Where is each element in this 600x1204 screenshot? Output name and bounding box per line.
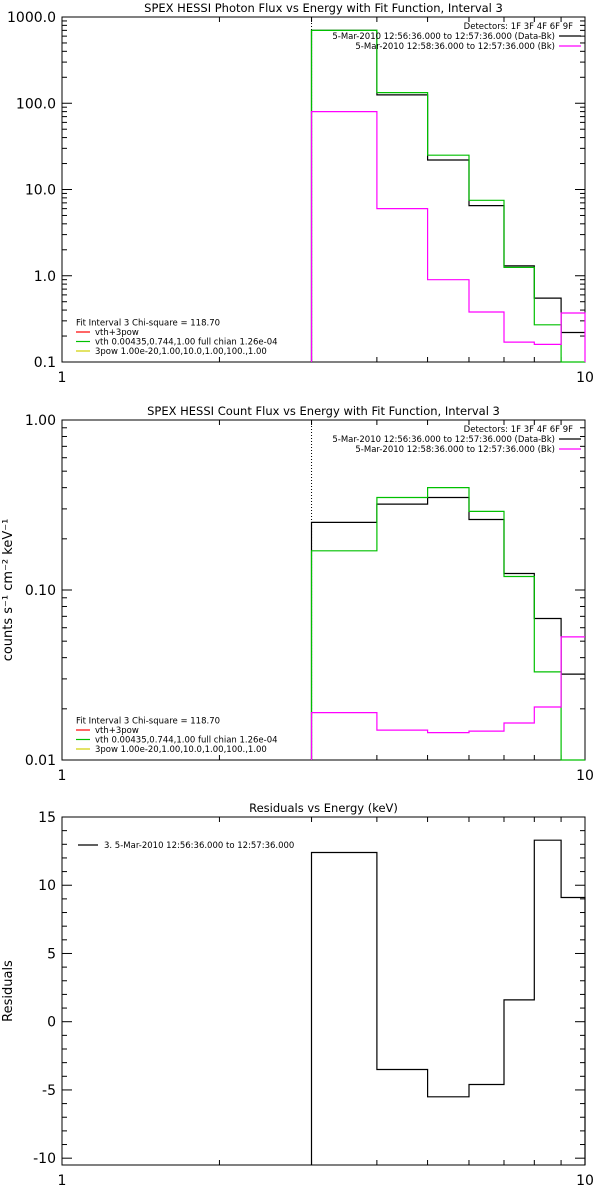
y-tick-label: 0 [47,1015,56,1031]
y-tick-label: 1000.0 [7,10,56,26]
x-tick-label: 10 [576,370,594,386]
fit-legend-title: Fit Interval 3 Chi-square = 118.70 [76,717,220,727]
y-tick-label: 0.01 [25,753,56,769]
fit-legend-entry-label: 3pow 1.00e-20,1.00,10.0,1.00,100.,1.00 [95,347,267,357]
y-tick-label: 100.0 [16,96,56,112]
series-line-2 [310,487,585,761]
fit-legend-title: Fit Interval 3 Chi-square = 118.70 [76,319,220,329]
legend-entry-label: 5-Mar-2010 12:58:36.000 to 12:57:36.000 … [355,445,555,455]
legend-entry-label: 5-Mar-2010 12:56:36.000 to 12:57:36.000 … [332,32,555,42]
chart-panel-1: SPEX HESSI Photon Flux vs Energy with Fi… [7,1,594,386]
y-axis-label: Residuals [1,960,16,1022]
chart-title: SPEX HESSI Count Flux vs Energy with Fit… [147,404,500,418]
plot-frame [61,16,586,363]
series-line-2 [310,29,585,363]
y-tick-label: 1.00 [25,413,56,429]
chart-title: Residuals vs Energy (keV) [249,801,398,815]
chart-panel-2: SPEX HESSI Count Flux vs Energy with Fit… [1,404,594,784]
y-tick-label: 10 [38,878,56,894]
legend-entry-label: 3. 5-Mar-2010 12:56:36.000 to 12:57:36.0… [104,841,294,851]
x-tick-label: 1 [58,370,67,386]
y-tick-label: 5 [47,946,56,962]
x-tick-label: 1 [58,1173,67,1189]
series-line-1 [310,839,586,1165]
chart-panel-3: Residuals vs Energy (keV) 1 10 -10 -5 0 5 10 15 R… [1,801,594,1189]
y-tick-label: 1.0 [34,269,56,285]
chart-title: SPEX HESSI Photon Flux vs Energy with Fi… [144,1,503,15]
series-line-3 [310,111,586,362]
fit-legend-entry-label: vth+3pow [95,328,139,338]
fit-legend-entry-label: 3pow 1.00e-20,1.00,10.0,1.00,100.,1.00 [95,745,267,755]
y-tick-label: 10.0 [25,183,56,199]
x-tick-label: 10 [576,768,594,784]
fit-legend-entry-label: vth 0.00435,0.744,1.00 full chian 1.26e-… [95,736,278,746]
x-tick-label: 10 [576,1173,594,1189]
legend-title: Detectors: 1F 3F 4F 6F 9F [464,22,573,32]
y-tick-label: -5 [42,1083,56,1099]
y-axis-label: counts s⁻¹ cm⁻² keV⁻¹ [1,519,16,662]
y-tick-label: 0.10 [25,583,56,599]
y-tick-label: 0.1 [34,355,56,371]
fit-legend-entry-label: vth+3pow [95,726,139,736]
plot-frame [61,816,586,1166]
y-tick-label: -10 [33,1151,56,1167]
series-line-1 [310,29,585,362]
legend-title: Detectors: 1F 3F 4F 6F 9F [464,425,573,435]
series-line-1 [310,496,585,760]
series-line-3 [310,636,585,760]
legend-entry-label: 5-Mar-2010 12:56:36.000 to 12:57:36.000 … [332,435,555,445]
y-tick-label: 15 [38,810,56,826]
x-tick-label: 1 [58,768,67,784]
legend-entry-label: 5-Mar-2010 12:58:36.000 to 12:57:36.000 … [355,42,555,52]
fit-legend-entry-label: vth 0.00435,0.744,1.00 full chian 1.26e-… [95,338,278,348]
plot-frame [61,419,586,761]
